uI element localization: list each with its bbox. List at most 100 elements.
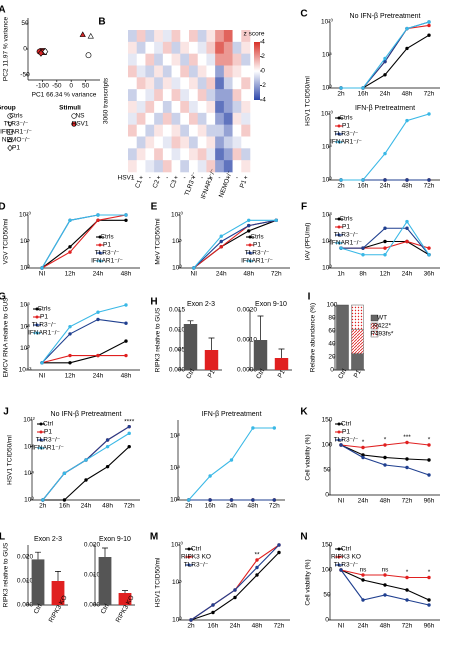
panel-letter: H <box>150 297 157 308</box>
heatmap-cell <box>128 77 138 90</box>
data-point <box>405 465 409 470</box>
heatmap-cell <box>241 101 251 114</box>
legend-marker <box>248 259 252 263</box>
heatmap-cell <box>232 89 242 102</box>
subplot-title: Exon 9-10 <box>99 536 131 543</box>
heatmap-cell <box>145 112 155 125</box>
heatmap-cell <box>223 30 233 43</box>
data-point <box>40 266 44 270</box>
x-tick-label: 2h <box>39 503 47 510</box>
data-point <box>383 226 387 230</box>
legend-marker <box>35 331 39 335</box>
y-tick-label: 50 <box>21 20 29 27</box>
heatmap-cell <box>206 101 216 114</box>
data-point <box>62 471 67 476</box>
annotation: * <box>428 437 431 444</box>
heatmap-cell <box>136 160 146 173</box>
panel-letter: K <box>300 407 308 418</box>
legend-marker <box>187 555 191 559</box>
legend-label: TLR3⁻/⁻ <box>95 250 120 257</box>
heatmap-cell <box>232 41 242 54</box>
y-tick-label: 0 <box>325 617 329 624</box>
legend-marker <box>39 430 43 434</box>
data-point <box>79 31 86 37</box>
legend-label: TLR3⁻/⁻ <box>4 121 29 128</box>
y-tick-label: 100 <box>327 302 338 309</box>
y-tick-label: 10⁰ <box>322 84 332 92</box>
y-tick-label: 0.010 <box>84 572 101 579</box>
data-point <box>68 361 72 365</box>
row-label: HSV1 <box>118 175 135 182</box>
panel-letter: D <box>0 202 6 213</box>
data-point <box>361 253 365 257</box>
heatmap-cell <box>180 30 190 43</box>
heatmap-cell <box>180 41 190 54</box>
y-tick-label: 10¹⁰ <box>321 110 333 118</box>
series-line <box>41 214 127 269</box>
heatmap-cell <box>223 124 233 137</box>
heatmap-cell <box>197 148 207 161</box>
y-tick-label: 10⁵ <box>322 144 332 151</box>
heatmap-cell <box>189 136 199 149</box>
heatmap-cell <box>154 112 164 125</box>
data-point <box>405 219 409 224</box>
data-point <box>41 498 45 502</box>
legend-label: NEMO⁻/⁻ <box>2 137 31 144</box>
data-point <box>40 361 44 365</box>
heatmap-cell <box>128 101 138 114</box>
heatmap-cell <box>145 136 155 149</box>
heatmap-cell <box>232 160 242 173</box>
data-point <box>127 431 131 436</box>
y-tick-label: 10¹⁰ <box>19 211 31 219</box>
legend-marker <box>71 121 77 127</box>
column-sign: + <box>191 175 195 182</box>
y-tick-label: 40 <box>328 341 336 348</box>
legend-marker <box>7 129 13 135</box>
data-point <box>383 463 387 467</box>
y-tick-label: 10⁰ <box>20 344 30 352</box>
y-tick-label: 10⁰ <box>170 496 180 504</box>
heatmap-cell <box>128 65 138 78</box>
data-point <box>124 353 128 358</box>
heatmap-cell <box>197 124 207 137</box>
heatmap-cell <box>197 77 207 90</box>
legend-marker <box>337 233 341 237</box>
heatmap-cell <box>223 77 233 90</box>
legend-label: P493fs* <box>371 331 394 338</box>
x-tick-label: 50 <box>82 83 90 90</box>
y-tick-label: 20 <box>328 354 336 361</box>
data-point <box>124 303 128 307</box>
heatmap-cell <box>136 65 146 78</box>
heatmap-cell <box>241 30 251 43</box>
legend-marker <box>35 315 39 319</box>
data-point <box>124 218 128 222</box>
legend-label: TLR3⁻/⁻ <box>334 562 359 569</box>
legend-label: TLR3⁻/⁻ <box>245 250 270 257</box>
y-axis-label: EMCV RNA relative to GUS <box>3 297 10 377</box>
x-tick-label: 24h <box>380 91 391 98</box>
heatmap-cell <box>171 124 181 137</box>
legend-title: Stimuli <box>59 105 81 112</box>
heatmap-cell <box>136 89 146 102</box>
y-tick-label: 10⁵ <box>20 238 30 245</box>
heatmap-cell <box>162 65 172 78</box>
heatmap-cell <box>171 160 181 173</box>
heatmap-cell <box>232 136 242 149</box>
legend-label: Ctrl <box>191 546 202 553</box>
x-tick-label: 36h <box>424 271 435 278</box>
data-point <box>211 603 215 607</box>
legend-marker <box>39 438 43 442</box>
data-point <box>127 424 131 429</box>
legend-label: TLR3⁻/⁻ <box>334 437 359 444</box>
data-point <box>105 444 110 449</box>
heatmap-cell <box>206 41 216 54</box>
data-point <box>85 52 92 59</box>
x-tick-label: NI <box>39 373 46 380</box>
y-tick-label: 0.000 <box>84 602 101 609</box>
heatmap-cell <box>223 53 233 66</box>
data-point <box>219 239 223 244</box>
series-line <box>341 24 430 89</box>
heatmap-cell <box>241 124 251 137</box>
series-line <box>41 304 127 364</box>
x-tick-label: 12h <box>380 271 391 278</box>
